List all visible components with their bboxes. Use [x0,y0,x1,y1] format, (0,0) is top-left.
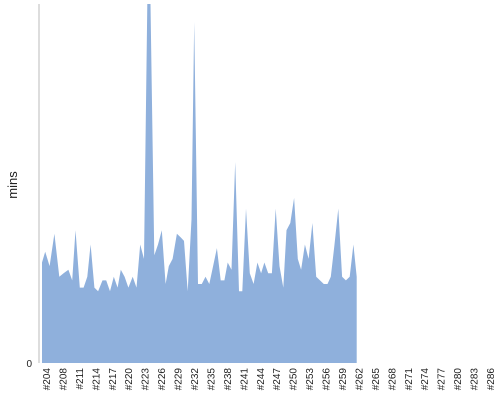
x-tick-label: #262 [354,368,365,391]
y-tick-label: 0 [26,359,32,370]
y-tick-labels: 0 [26,359,32,370]
y-axis-label: mins [5,171,20,199]
x-tick-label: #253 [305,368,316,391]
x-tick-labels: #204 #208 #211 #214 #217 #220 #223 #226 #229 #232… [42,368,497,391]
x-tick-label: #217 [108,368,119,391]
x-tick-label: #208 [58,368,69,391]
x-tick-label: #256 [322,368,333,391]
x-tick-label: #214 [91,368,102,391]
x-tick-label: #283 [470,368,481,391]
x-tick-label: #235 [206,368,217,391]
x-tick-label: #238 [223,368,234,391]
x-tick-label: #286 [486,368,497,391]
x-tick-label: #244 [256,368,267,391]
x-tick-label: #280 [453,368,464,391]
x-tick-label: #223 [141,368,152,391]
x-tick-label: #232 [190,368,201,391]
x-tick-label: #220 [124,368,135,391]
x-tick-label: #241 [239,368,250,391]
area-series [42,4,357,363]
x-tick-label: #268 [387,368,398,391]
x-tick-label: #274 [420,368,431,391]
x-tick-label: #265 [371,368,382,391]
x-tick-label: #229 [174,368,185,391]
x-tick-label: #211 [75,368,86,390]
x-tick-label: #226 [157,368,168,391]
x-tick-label: #247 [272,368,283,391]
x-tick-label: #259 [338,368,349,391]
x-tick-label: #250 [289,368,300,391]
x-tick-label: #277 [437,368,448,391]
x-tick-label: #271 [404,368,415,391]
x-tick-label: #204 [42,368,53,391]
